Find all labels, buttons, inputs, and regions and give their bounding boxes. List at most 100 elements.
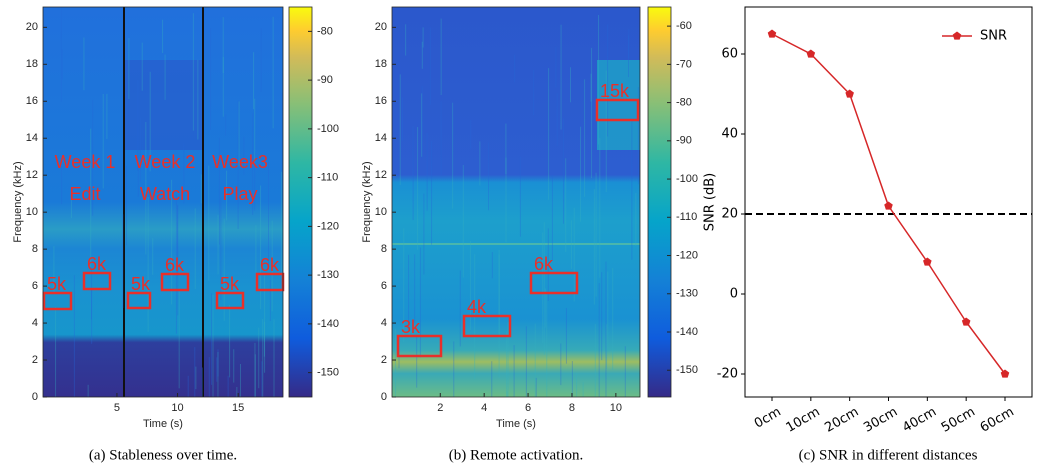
x-tick-label: 60cm — [978, 405, 1017, 436]
y-tick-label: 6 — [32, 280, 38, 292]
colorbar-tick-label: -120 — [676, 249, 698, 261]
y-tick-label: 10 — [375, 206, 387, 218]
colorbar-tick-label: -90 — [317, 74, 333, 86]
marker — [923, 257, 932, 266]
y-tick-label: 8 — [381, 243, 387, 255]
x-axis-label: Time (s) — [143, 418, 183, 430]
box-label: 5k — [47, 274, 67, 294]
colorbar-tick-label: -100 — [317, 123, 339, 135]
colorbar-tick-label: -130 — [317, 269, 339, 281]
panel-b — [392, 7, 640, 397]
y-tick-label: 16 — [26, 95, 38, 107]
highlight-box — [595, 98, 640, 122]
colorbar-tick-label: -140 — [317, 318, 339, 330]
colorbar-tick-label: -150 — [317, 367, 339, 379]
y-tick-label: 12 — [26, 169, 38, 181]
y-tick-label: 40 — [721, 127, 738, 142]
y-tick-label: 4 — [381, 317, 387, 329]
box-label: 15k — [600, 81, 630, 101]
y-tick-label: 0 — [32, 391, 38, 403]
y-tick-label: 14 — [26, 132, 38, 144]
marker — [767, 29, 777, 38]
box-label: 5k — [220, 274, 240, 294]
colorbar-tick-label: -110 — [317, 172, 338, 184]
colorbar-tick-label: -100 — [676, 173, 698, 185]
y-tick-label: 60 — [721, 47, 738, 62]
y-tick-label: 10 — [26, 206, 38, 218]
y-tick-label: -20 — [717, 367, 738, 382]
y-axis-label: Frequency (kHz) — [12, 161, 24, 242]
highlight-box — [215, 291, 245, 310]
highlight-box — [82, 271, 112, 291]
panel-a — [43, 7, 283, 397]
colorbar-tick-label: -70 — [676, 58, 692, 70]
x-tick-label: 5 — [114, 402, 120, 414]
colorbar-tick-label: -90 — [676, 135, 692, 147]
caption: (c) SNR in different distances — [799, 447, 978, 463]
y-tick-label: 0 — [381, 391, 387, 403]
x-tick-label: 15 — [232, 402, 244, 414]
colorbar-tick-label: -80 — [317, 25, 333, 37]
x-tick-label: 40cm — [900, 405, 939, 436]
x-tick-label: 6 — [525, 402, 531, 414]
colorbar — [288, 6, 313, 398]
y-tick-label: 18 — [26, 58, 38, 70]
x-tick-label: 8 — [569, 402, 575, 414]
annotation: Week 1 — [55, 152, 116, 172]
colorbar-tick-label: -120 — [317, 220, 339, 232]
y-tick-label: 4 — [32, 317, 38, 329]
marker — [806, 49, 816, 58]
colorbar-tick-label: -110 — [676, 211, 697, 223]
highlight-box — [396, 334, 443, 358]
colorbar — [647, 6, 672, 398]
colorbar-tick-label: -150 — [676, 364, 698, 376]
annotation: Edit — [69, 184, 100, 204]
y-tick-label: 20 — [375, 21, 387, 33]
colorbar-tick-label: -80 — [676, 96, 692, 108]
box-label: 6k — [87, 254, 107, 274]
marker — [1000, 369, 1010, 378]
box-label: 5k — [131, 274, 151, 294]
x-tick-label: 10cm — [784, 405, 823, 436]
spectrogram-region — [124, 60, 203, 150]
marker — [845, 89, 854, 98]
legend-label: SNR — [980, 29, 1007, 44]
annotation: Week3 — [212, 152, 268, 172]
x-tick-label: 4 — [481, 402, 487, 414]
annotation: Week 2 — [135, 152, 196, 172]
box-label: 3k — [401, 317, 421, 337]
box-label: 4k — [467, 297, 487, 317]
x-axis-label: Time (s) — [496, 418, 536, 430]
colorbar-tick-label: -140 — [676, 326, 698, 338]
x-tick-label: 2 — [437, 402, 443, 414]
y-tick-label: 20 — [721, 207, 738, 222]
y-tick-label: 2 — [32, 354, 38, 366]
y-tick-label: 6 — [381, 280, 387, 292]
marker — [961, 317, 971, 326]
plot-frame — [391, 6, 641, 398]
caption: (b) Remote activation. — [449, 447, 584, 463]
annotation: Play — [222, 184, 257, 204]
marker — [884, 201, 893, 210]
box-label: 6k — [165, 255, 185, 275]
highlight-box — [529, 271, 579, 295]
x-tick-label: 30cm — [861, 405, 900, 436]
highlight-box — [126, 291, 152, 310]
highlight-box — [462, 314, 512, 338]
box-label: 6k — [534, 254, 554, 274]
y-tick-label: 0 — [730, 287, 738, 302]
x-tick-label: 10 — [171, 402, 183, 414]
y-tick-label: 18 — [375, 58, 387, 70]
y-tick-label: 14 — [375, 132, 387, 144]
y-tick-label: 12 — [375, 169, 387, 181]
spectrogram-region — [597, 60, 640, 150]
x-tick-label: 20cm — [822, 405, 861, 436]
caption: (a) Stableness over time. — [89, 447, 237, 463]
colorbar-tick-label: -130 — [676, 288, 698, 300]
box-label: 6k — [260, 255, 280, 275]
plot-frame — [42, 6, 284, 398]
panel-c: -20 0 20 40 60 0cm 10cm 20cm 30cm 40cm 50cm 60cm SNR… — [703, 6, 1033, 436]
y-tick-label: 20 — [26, 21, 38, 33]
x-tick-label: 10 — [610, 402, 622, 414]
